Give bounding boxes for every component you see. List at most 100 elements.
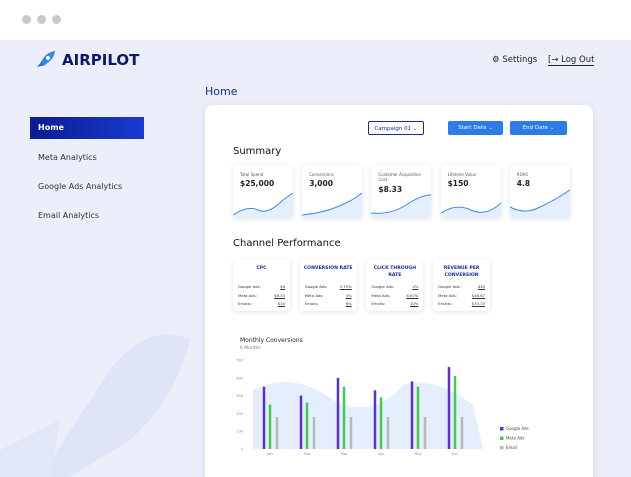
sparkline <box>233 192 293 218</box>
summary-card: Customer Acquisition Cost $8.33 <box>371 165 432 218</box>
chart-subtitle: 6 Months <box>240 346 261 351</box>
channel-row: Meta Ads: 6.67% <box>371 293 418 298</box>
campaign-dropdown[interactable]: Campaign 01 ⌄ <box>368 121 424 135</box>
bar <box>423 416 427 449</box>
channel-card-title: REVENUE PER CONVERSION <box>443 266 480 278</box>
x-tick-label: Apr <box>378 452 385 456</box>
row-label: Meta Ads: <box>438 292 457 298</box>
y-tick-label: 300 <box>236 394 243 398</box>
row-label: Emails: <box>371 301 386 306</box>
summary-title: Summary <box>233 146 282 157</box>
row-value: 3.75% <box>339 284 352 289</box>
channel-row: Google Ads: 4% <box>371 284 418 289</box>
bar <box>453 376 457 449</box>
bar <box>379 397 383 449</box>
channel-row: Google Ads: $40 <box>438 284 485 289</box>
row-value: $33.33 <box>471 301 486 306</box>
logo-icon <box>37 51 55 67</box>
page-title: Home <box>205 85 238 98</box>
channel-card: CPC Google Ads: $6 Meta Ads: $8.33 Emails: $10 <box>233 259 290 311</box>
sparkline <box>509 189 570 218</box>
channel-row: Emails: 6% <box>305 301 352 306</box>
bar <box>460 416 464 449</box>
row-label: Google Ads: <box>371 284 395 289</box>
row-value: $8.33 <box>274 292 285 298</box>
summary-label: Customer Acquisition Cost <box>378 172 421 182</box>
bar <box>262 386 266 449</box>
summary-label: ROAS <box>516 172 528 177</box>
bar <box>386 416 390 449</box>
legend-label: Meta Ads <box>506 436 525 441</box>
row-value: 10% <box>409 301 419 306</box>
y-tick-label: 100 <box>236 430 243 434</box>
sparkline <box>440 202 501 218</box>
sidebar-item[interactable]: Home <box>30 117 144 139</box>
window-dot <box>22 15 31 24</box>
channel-card: CLICK THROUGH RATE Google Ads: 4% Meta Ads:… <box>366 259 424 311</box>
row-label: Meta Ads: <box>238 292 257 298</box>
settings-link[interactable]: ⚙ Settings <box>492 55 538 65</box>
channel-card-title: CLICK THROUGH RATE <box>373 266 417 278</box>
campaign-label: Campaign 01 <box>374 126 412 132</box>
row-value: $6 <box>280 284 285 289</box>
start-date-label: Start Date <box>458 125 487 131</box>
sparkline <box>302 192 363 218</box>
sparkline <box>371 194 432 218</box>
row-label: Emails: <box>238 301 252 306</box>
summary-value: $25,000 <box>240 179 275 188</box>
row-label: Emails: <box>438 301 452 306</box>
bar <box>305 402 309 449</box>
sidebar-item[interactable]: Email Analytics <box>38 211 100 220</box>
row-value: 6.67% <box>406 292 419 298</box>
chart: 0 100 200 300 400 500 Jan Feb Mar Apr May Jun Google… <box>236 359 528 457</box>
channel-row: Meta Ads: $8.33 <box>238 293 285 298</box>
start-date-button[interactable]: Start Date ⌄ <box>448 121 503 135</box>
legend-swatch <box>500 446 504 450</box>
bar <box>342 386 346 449</box>
logout-link[interactable]: [→ Log Out <box>548 55 595 66</box>
summary-value: $8.33 <box>378 185 403 194</box>
y-tick-label: 400 <box>236 376 243 380</box>
brand: AIRPILOT <box>62 51 140 69</box>
settings-label: Settings <box>502 55 538 65</box>
channel-card: REVENUE PER CONVERSION Google Ads: $40 Meta… <box>433 259 491 311</box>
y-tick-label: 500 <box>236 359 243 363</box>
row-value: 4% <box>412 284 419 289</box>
row-value: $10 <box>277 301 285 306</box>
x-tick-label: Jan <box>266 452 272 456</box>
summary-label: Lifetime Value <box>447 172 477 177</box>
x-tick-label: Jun <box>451 452 457 456</box>
y-tick-label: 0 <box>241 448 243 452</box>
row-label: Meta Ads: <box>371 292 391 298</box>
channel-card-title: CPC <box>256 266 267 271</box>
sidebar-item[interactable]: Google Ads Analytics <box>38 182 123 191</box>
bar <box>416 386 420 449</box>
row-label: Google Ads: <box>238 284 261 289</box>
window-dot <box>37 15 46 24</box>
summary-value: 3,000 <box>309 179 333 188</box>
window-titlebar <box>0 0 631 40</box>
window-dot <box>52 15 61 24</box>
sidebar-item[interactable]: Meta Analytics <box>38 153 97 162</box>
row-label: Google Ads: <box>438 284 461 289</box>
summary-card: Total Spend $25,000 <box>233 165 293 218</box>
bar <box>447 367 451 449</box>
row-value: 4% <box>345 292 352 298</box>
logout-label: Log Out <box>561 55 595 65</box>
channel-card: CONVERSION RATE Google Ads: 3.75% Meta Ads:… <box>299 259 357 311</box>
row-value: $48.67 <box>471 292 486 298</box>
chart-title: Monthly Conversions <box>240 337 303 344</box>
end-date-button[interactable]: End Date ⌄ <box>510 121 567 135</box>
summary-card: ROAS 4.8 <box>509 165 570 218</box>
legend-swatch <box>500 427 504 431</box>
summary-card: Conversions 3,000 <box>302 165 363 218</box>
summary-value: 4.8 <box>516 179 531 188</box>
y-tick-label: 200 <box>236 412 243 416</box>
row-label: Google Ads: <box>304 284 328 289</box>
channel-row: Emails: 10% <box>371 301 418 306</box>
channel-row: Google Ads: 3.75% <box>305 284 352 289</box>
row-label: Emails: <box>304 301 319 306</box>
channel-row: Emails: $33.33 <box>438 301 485 306</box>
channel-row: Google Ads: $6 <box>238 284 285 289</box>
